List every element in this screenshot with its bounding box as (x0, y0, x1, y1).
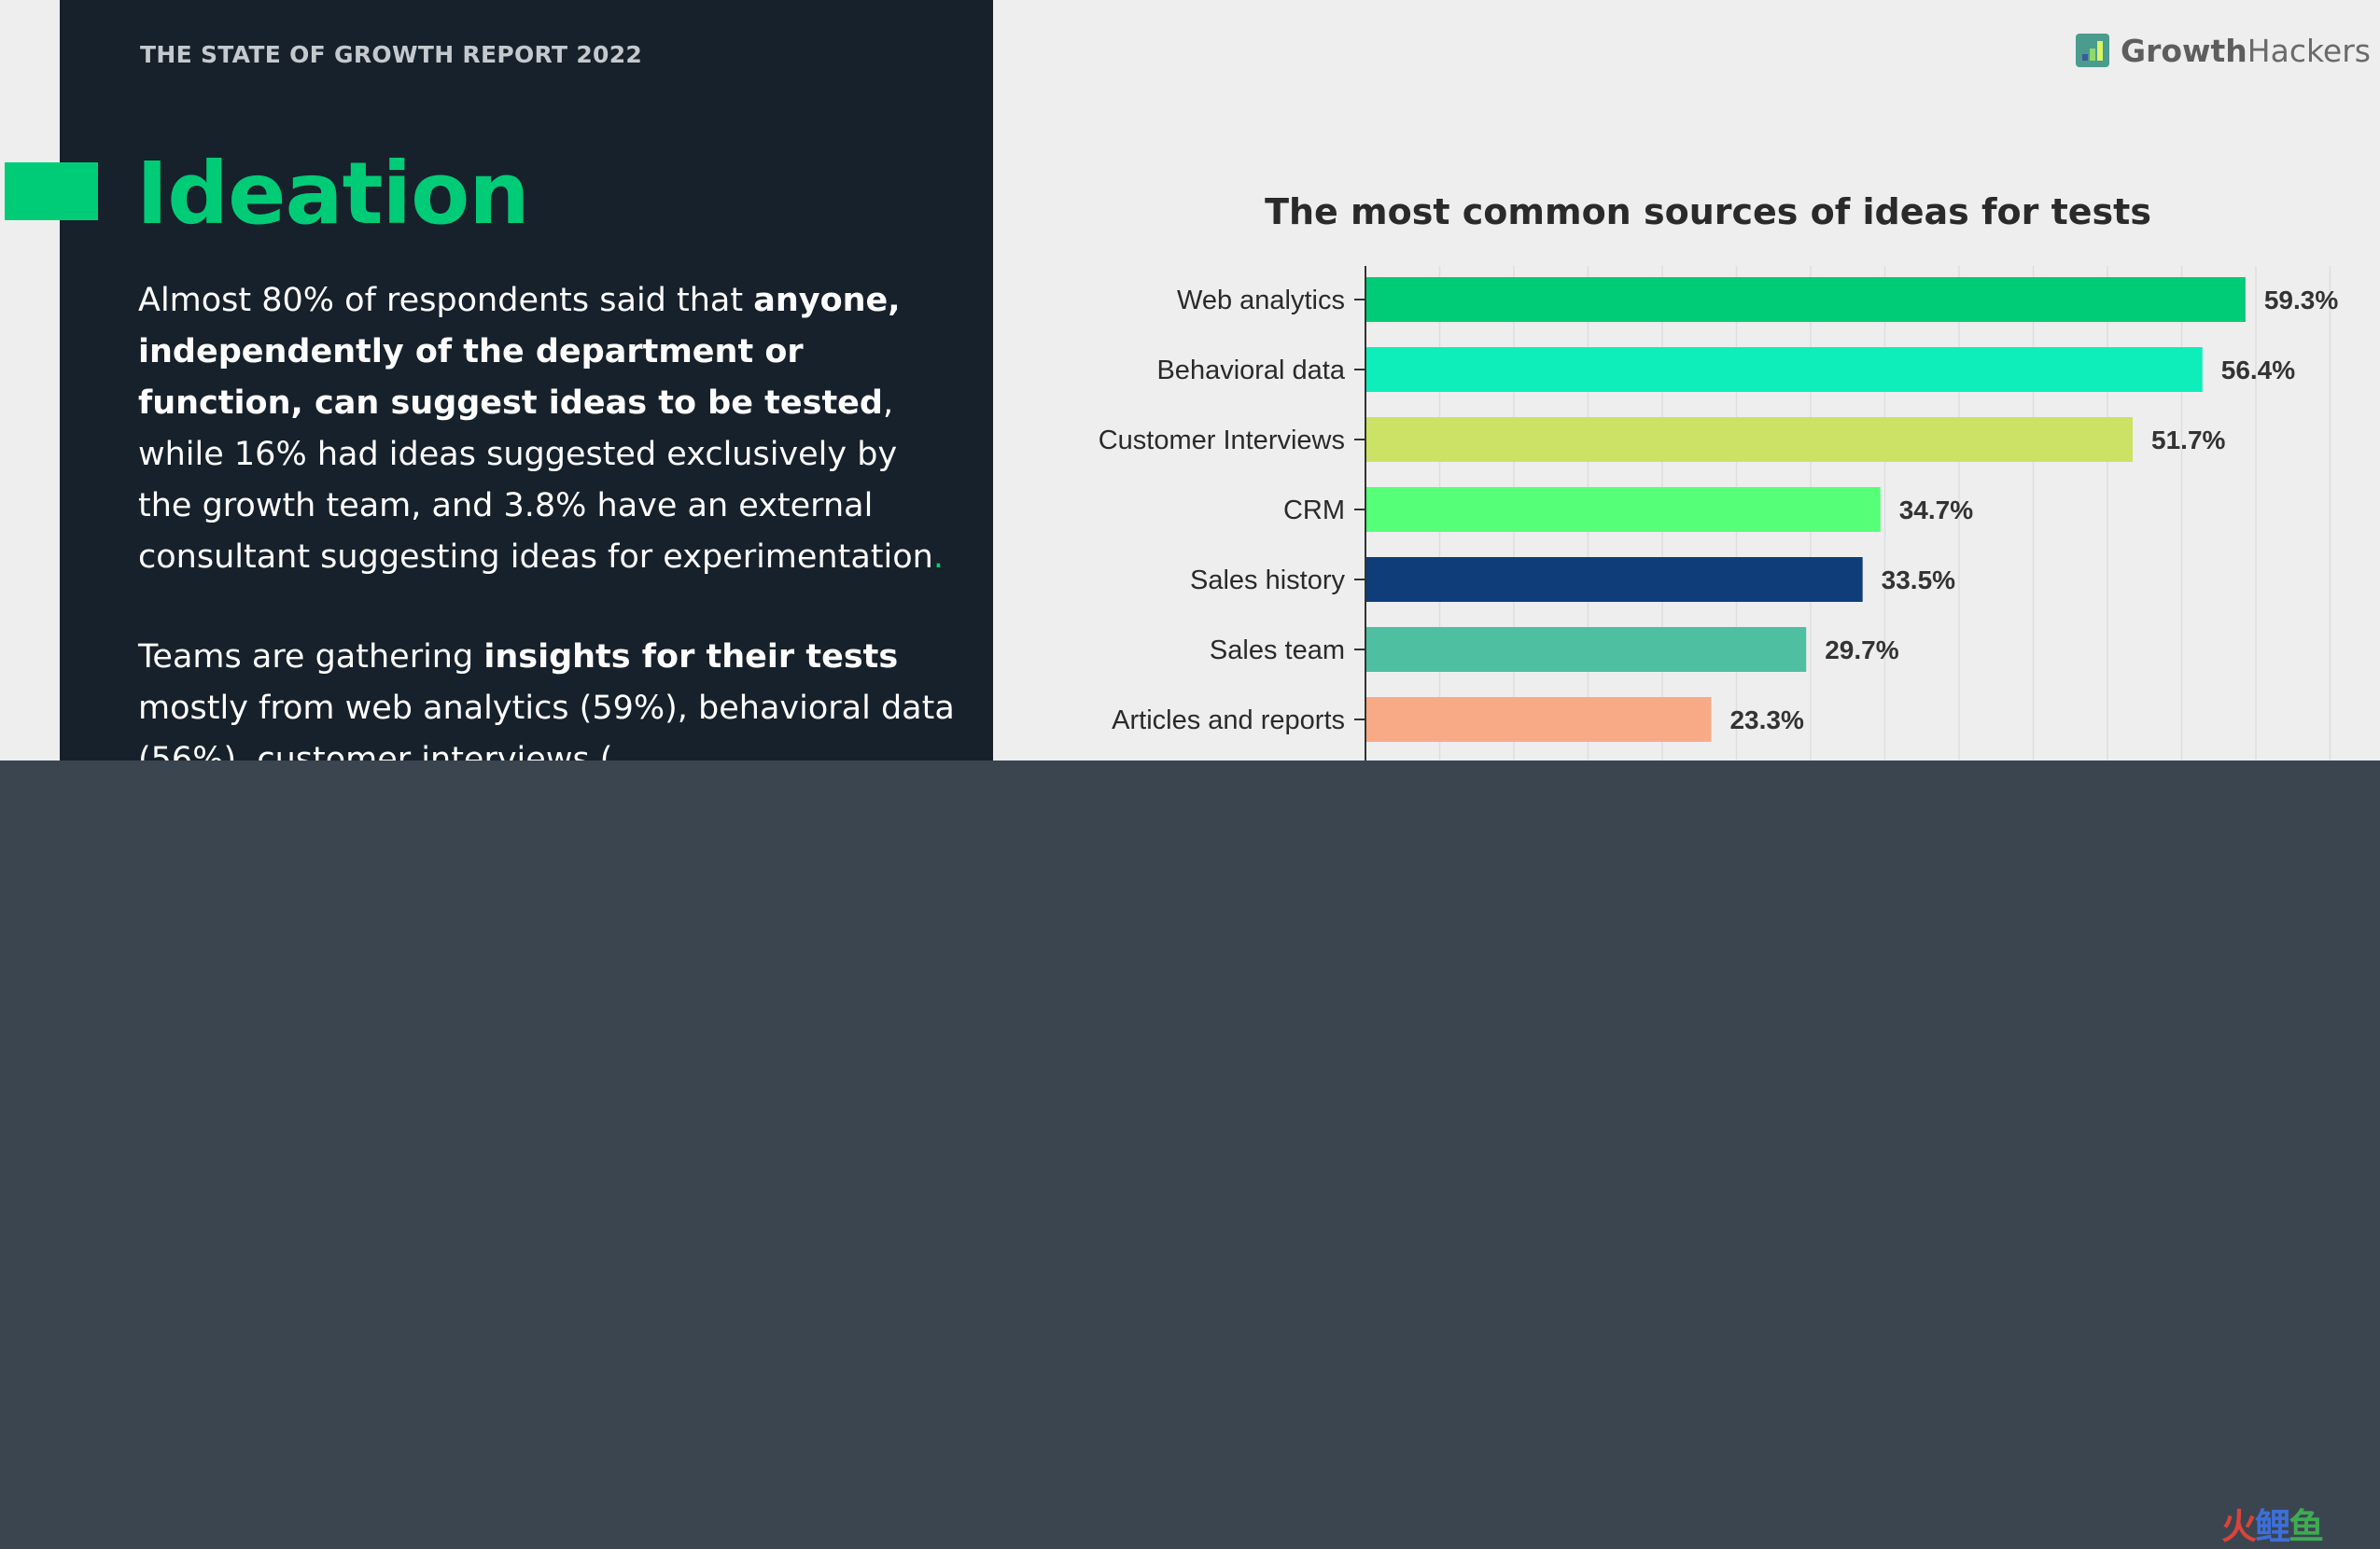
report-label: THE STATE OF GROWTH REPORT 2022 (140, 41, 643, 68)
chart-title: The most common sources of ideas for tes… (1265, 191, 2151, 232)
section-title: Ideation (136, 144, 530, 244)
category-label: Behavioral data (1156, 356, 1345, 385)
value-label: 33.5% (1882, 565, 1955, 594)
value-label: 23.3% (1729, 705, 1803, 734)
para1-text-continued: , while 16% had ideas suggested exclusiv… (138, 384, 933, 576)
para1-emphasis: anyone, independently of the department … (138, 282, 901, 422)
growthhackers-logo-icon (2076, 34, 2109, 67)
category-label: CRM (1283, 495, 1345, 525)
para1-text: Almost 80% of respondents said that (138, 282, 754, 319)
bar (1365, 487, 1881, 532)
category-label: Articles and reports (1112, 705, 1345, 735)
category-label: Sales history (1190, 565, 1346, 595)
bar-chart: Web analytics 59.3% Behavioral data 56.4% Cu… (1099, 266, 2339, 761)
value-label: 56.4% (2221, 356, 2295, 384)
value-label: 51.7% (2151, 426, 2225, 454)
text-panel (60, 0, 993, 761)
para2-text-continued: mostly from web analytics (59%), behavio… (138, 690, 955, 761)
chart-bars (1365, 277, 2246, 742)
watermark-char-1: 火 (2221, 1506, 2257, 1547)
watermark-char-2: 鲤 (2255, 1506, 2290, 1547)
insights-paragraph: Teams are gathering insights for their t… (138, 632, 959, 761)
value-label: 34.7% (1899, 495, 1973, 524)
watermark-logo: 火鲤鱼 (2221, 1498, 2324, 1549)
bar (1365, 277, 2246, 322)
bar (1365, 417, 2134, 462)
para1-end-dot: . (932, 538, 944, 576)
bar (1365, 627, 1807, 672)
category-label: Sales team (1210, 635, 1345, 665)
watermark-char-3: 鱼 (2289, 1506, 2324, 1547)
logo-wordmark: GrowthHackers (2121, 33, 2371, 69)
bar (1365, 697, 1712, 742)
report-slide: THE STATE OF GROWTH REPORT 2022 Ideation… (0, 0, 2380, 761)
intro-paragraph: Almost 80% of respondents said that anyo… (138, 275, 959, 583)
chart-axis (1354, 266, 1366, 761)
category-label: Customer Interviews (1099, 426, 1345, 455)
logo-text-hackers: Hackers (2247, 32, 2371, 69)
bar (1365, 347, 2203, 392)
section-accent-bar (5, 162, 98, 220)
bar (1365, 557, 1863, 602)
para2-emphasis: insights for their tests (483, 638, 899, 676)
growthhackers-logo: GrowthHackers (2076, 32, 2371, 69)
category-label: Web analytics (1177, 286, 1345, 315)
value-label: 59.3% (2264, 286, 2338, 314)
chart-labels: Web analytics 59.3% Behavioral data 56.4% Cu… (1099, 286, 2339, 735)
para2-text: Teams are gathering (138, 638, 484, 676)
value-label: 29.7% (1825, 635, 1898, 664)
logo-text-growth: Growth (2121, 32, 2247, 69)
